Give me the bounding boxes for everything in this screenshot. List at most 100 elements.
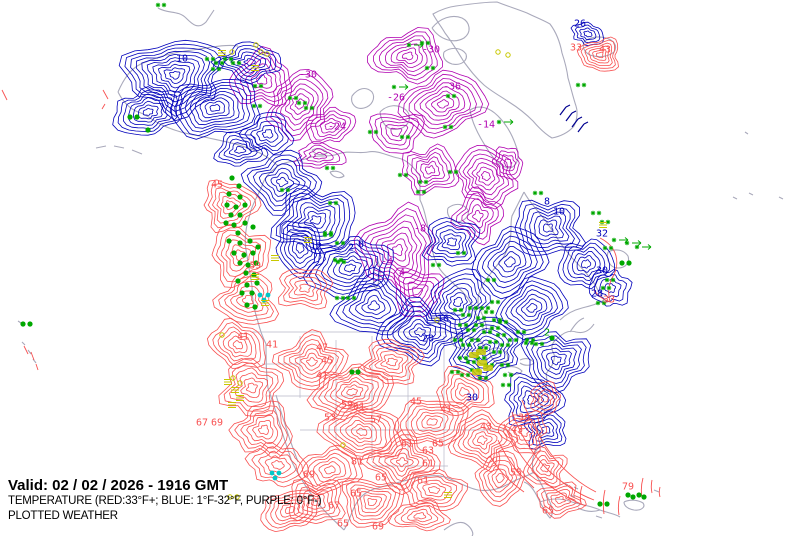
contour-value-label: 30 [466, 393, 478, 404]
precip-station-dot [231, 250, 237, 256]
contour-value-label: 69 [211, 418, 223, 429]
contour-value-label: -8 [414, 224, 426, 235]
contour-value-label: 61 [422, 459, 434, 470]
contour-value-label: 26 [574, 19, 586, 30]
snow-station-symbol [479, 305, 491, 311]
snow-station-symbol [449, 369, 461, 375]
contour-value-label: 45 [211, 180, 223, 191]
precip-station-dot [243, 270, 249, 276]
snow-station-symbol [533, 341, 545, 347]
precip-station-dot [223, 220, 229, 226]
coast-baja [267, 387, 299, 463]
snow-station-symbol [279, 187, 291, 193]
snow-station-symbol [324, 165, 336, 171]
precip-station-dot [235, 230, 241, 236]
contour-value-label: 45 [321, 356, 333, 367]
snow-station-symbol [417, 179, 429, 185]
coast-hispaniola [623, 499, 645, 511]
wind-arrow-symbol [406, 42, 424, 48]
contour-value-label: 10 [176, 54, 188, 65]
snow-station-symbol [489, 325, 501, 331]
snow-station-symbol [230, 60, 242, 66]
precip-station-dot [253, 260, 259, 266]
precip-station-dot [636, 492, 642, 498]
precip-station-dot [226, 238, 232, 244]
contour-value-label: 43 [599, 45, 611, 56]
snow-station-symbol [600, 285, 612, 291]
contour-value-label: 69 [372, 522, 384, 533]
sky-station-circle [230, 375, 236, 381]
snow-station-symbol [515, 329, 527, 335]
snow-station-symbol [487, 339, 499, 345]
snow-station-symbol [252, 83, 264, 89]
snow-station-symbol [500, 382, 512, 388]
contour-value-label: 0 [358, 240, 364, 251]
contour-value-label: 41 [440, 405, 452, 416]
precip-station-dot [27, 321, 33, 327]
contour-value-label: 20 [422, 334, 434, 345]
contour-value-label: 65 [337, 519, 349, 530]
snow-station-symbol [452, 307, 464, 313]
snow-station-symbol [524, 337, 536, 343]
snow-station-symbol [287, 95, 299, 101]
contour-value-label: 41 [266, 340, 278, 351]
snow-station-symbol [495, 332, 507, 338]
snow-station-symbol [452, 337, 464, 343]
snow-station-symbol [345, 295, 357, 301]
snow-station-symbol [499, 342, 511, 348]
snow-station-symbol [222, 56, 234, 62]
snow-station-symbol [460, 312, 472, 318]
drizzle-station-dot [276, 470, 282, 476]
snow-station-symbol [210, 66, 222, 72]
haze-station-symbol [228, 401, 236, 409]
red-tiny-marks [1, 89, 109, 371]
small-marks-layer [1, 89, 661, 516]
contour-value-label: 65 [432, 439, 444, 450]
snow-station-symbol [303, 105, 315, 111]
sky-station-circle [495, 49, 501, 55]
lake-huron [489, 347, 509, 365]
contour-value-label: 4 [399, 268, 405, 279]
snow-station-symbol [489, 299, 501, 305]
wind-barb-symbol [577, 121, 589, 133]
snow-station-symbol [483, 309, 495, 315]
snow-station-symbol [457, 322, 469, 328]
sky-station-circle [264, 51, 270, 57]
sky-station-circle [505, 52, 511, 58]
haze-station-symbol [218, 49, 226, 57]
sky-station-circle [237, 380, 243, 386]
haze-area-patch [472, 369, 482, 375]
precip-station-dot [247, 238, 253, 244]
coast-greenland [432, 1, 578, 139]
coast-mexico [291, 461, 513, 536]
sky-station-circle [258, 49, 264, 55]
snow-station-symbol [460, 342, 472, 348]
contour-value-label: 69 [303, 470, 315, 481]
map-footer: Valid: 02 / 02 / 2026 - 1916 GMT TEMPERA… [8, 477, 322, 524]
haze-area-patch [476, 349, 486, 355]
contour-value-label: 67 [328, 501, 340, 512]
snow-station-symbol [424, 65, 436, 71]
precip-station-dot [249, 290, 255, 296]
snow-station-symbol [477, 345, 489, 351]
sky-station-circle [227, 494, 233, 500]
snow-station-symbol [595, 300, 607, 306]
contour-value-label: 39 [518, 413, 530, 424]
precip-station-dot [619, 260, 625, 266]
precip-station-dot [236, 183, 242, 189]
precip-station-dot [641, 494, 647, 500]
contour-value-label: 41 [237, 332, 249, 343]
precip-station-dot [349, 369, 355, 375]
precip-station-dot [134, 114, 140, 120]
contour-value-label: 55 [510, 468, 522, 479]
snow-station-symbol [334, 295, 346, 301]
snow-station-symbol [475, 355, 487, 361]
precip-station-dot [235, 278, 241, 284]
contour-value-label: 79 [622, 482, 634, 493]
contour-value-label: 57 [370, 415, 382, 426]
precip-station-dot [626, 260, 632, 266]
precip-station-dot [597, 501, 603, 507]
precip-station-dot [250, 250, 256, 256]
